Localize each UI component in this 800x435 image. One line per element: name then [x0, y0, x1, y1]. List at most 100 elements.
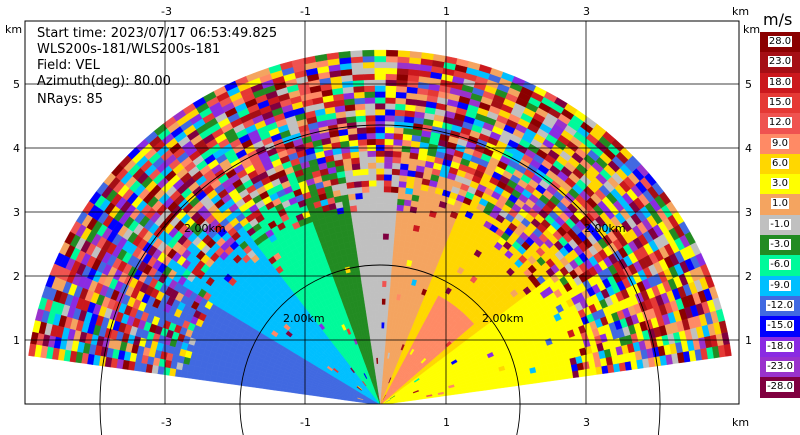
range-gate [353, 97, 366, 105]
range-gate [401, 216, 409, 224]
range-gate [383, 203, 391, 211]
range-gate [351, 163, 361, 171]
range-gate [381, 268, 388, 276]
range-gate [367, 257, 374, 264]
range-gate [385, 286, 391, 294]
range-gate [349, 50, 363, 58]
range-gate [390, 180, 400, 188]
range-gate [394, 227, 402, 235]
range-gate [383, 150, 394, 158]
range-gate [385, 61, 398, 69]
range-gate [400, 151, 411, 159]
range-gate [401, 139, 412, 147]
range-gate [386, 262, 393, 270]
range-gate [374, 97, 386, 104]
range-gate [349, 204, 358, 213]
range-gate [398, 174, 408, 182]
range-gate [385, 49, 399, 57]
range-gate [377, 280, 383, 287]
range-gate [361, 49, 375, 57]
range-gate [371, 250, 378, 258]
range-gate [376, 191, 384, 199]
range-gate [365, 233, 372, 241]
range-gate [387, 245, 394, 252]
range-gate [398, 240, 406, 248]
range-gate [405, 229, 413, 237]
velocity-ppi-field [28, 49, 732, 404]
range-gate [353, 180, 362, 188]
range-gate [373, 286, 379, 293]
range-gate [378, 327, 382, 335]
range-gate [397, 246, 405, 254]
range-gate [394, 221, 402, 229]
range-gate [349, 151, 360, 159]
range-gate [359, 168, 369, 176]
range-gate [400, 157, 410, 165]
range-gate [378, 333, 382, 341]
range-gate [384, 298, 390, 306]
range-gate [376, 185, 384, 193]
range-gate [369, 209, 378, 217]
range-gate [375, 174, 385, 181]
range-gate [368, 191, 377, 199]
range-gate [394, 109, 406, 117]
range-gate [370, 227, 378, 234]
range-gate [396, 67, 409, 76]
range-gate [382, 239, 389, 246]
range-gate [375, 156, 385, 163]
range-gate [352, 228, 361, 236]
range-gate [378, 316, 382, 323]
range-gate [382, 209, 391, 217]
range-gate [358, 221, 366, 229]
range-gate [404, 193, 413, 201]
range-gate [371, 245, 378, 252]
range-gate [362, 203, 371, 211]
range-gate [383, 197, 391, 205]
range-gate [390, 192, 399, 199]
range-gate [396, 257, 403, 265]
range-gate [354, 192, 363, 200]
range-gate [348, 199, 357, 207]
range-gate [398, 180, 407, 188]
range-gate [376, 209, 384, 216]
range-gate [396, 198, 405, 206]
range-gate [374, 114, 386, 122]
range-gate [381, 304, 386, 311]
range-gate [397, 186, 406, 194]
range-gate [373, 61, 387, 69]
range-gate [384, 304, 389, 311]
range-gate [367, 168, 377, 175]
range-gate [382, 215, 390, 223]
range-gate [374, 292, 379, 299]
range-gate [377, 268, 383, 276]
range-gate [364, 97, 376, 104]
range-gate [374, 108, 386, 116]
range-gate [359, 162, 369, 170]
range-gate [389, 197, 398, 205]
range-gate [391, 174, 400, 182]
range-gate [354, 109, 366, 117]
range-gate [390, 186, 399, 194]
range-gate [358, 156, 369, 164]
range-gate [353, 91, 365, 99]
range-gate [366, 251, 373, 258]
range-gate [338, 51, 351, 59]
range-gate [395, 91, 407, 99]
range-gate [382, 245, 389, 252]
range-gate [393, 132, 404, 140]
range-gate [354, 103, 366, 111]
range-gate [384, 126, 395, 134]
range-gate [393, 239, 400, 247]
range-gate [384, 132, 394, 140]
range-gate [369, 286, 375, 294]
range-gate [382, 227, 390, 234]
range-gate [359, 233, 367, 241]
range-gate [393, 233, 401, 241]
range-gate [366, 150, 377, 158]
range-gate [377, 262, 383, 270]
range-gate [363, 215, 371, 223]
range-gate [374, 298, 379, 305]
range-gate [400, 222, 408, 230]
range-gate [377, 286, 383, 293]
range-gate [386, 268, 392, 276]
